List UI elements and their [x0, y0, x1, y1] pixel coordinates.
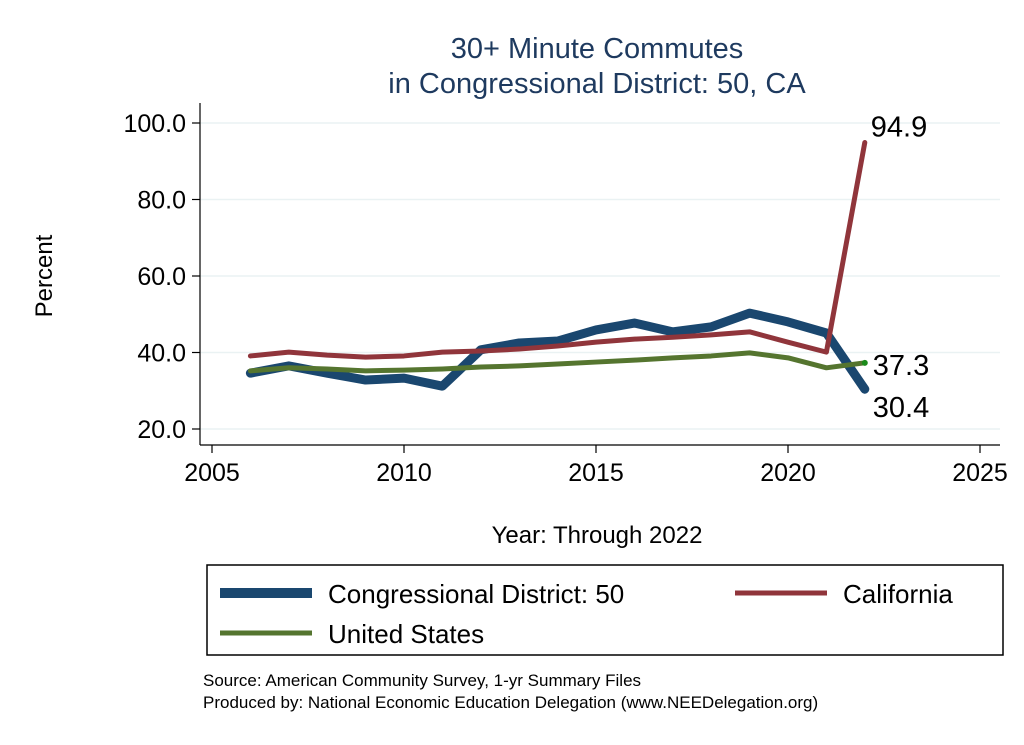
- series-lines: [245, 140, 870, 394]
- y-axis-label: Percent: [31, 234, 58, 317]
- end-label-1: 94.9: [871, 112, 927, 144]
- series-end-marker: [861, 359, 868, 366]
- series-line-2: [247, 350, 868, 374]
- y-tick-label: 60.0: [137, 263, 186, 291]
- x-tick-label: 2010: [376, 459, 432, 487]
- source-note: Source: American Community Survey, 1-yr …: [203, 671, 641, 690]
- end-labels: 30.4 94.9 37.3: [871, 112, 929, 425]
- series-line-1: [247, 140, 868, 360]
- end-label-2: 37.3: [873, 350, 929, 382]
- y-tick-label: 80.0: [137, 187, 186, 215]
- produced-note: Produced by: National Economic Education…: [203, 693, 818, 712]
- chart-title: 30+ Minute Commutes: [451, 33, 744, 65]
- legend-label: United States: [328, 619, 484, 649]
- end-label-0: 30.4: [873, 392, 929, 424]
- legend: Congressional District: 50 California Unit…: [206, 564, 1004, 656]
- chart-subtitle: in Congressional District: 50, CA: [388, 68, 806, 100]
- legend-label: Congressional District: 50: [328, 579, 624, 609]
- y-tick-label: 40.0: [137, 340, 186, 368]
- y-tick-label: 20.0: [137, 416, 186, 444]
- x-tick-label: 2015: [568, 459, 624, 487]
- x-tick-label: 2005: [184, 459, 240, 487]
- x-tick-label: 2020: [760, 459, 816, 487]
- legend-box: [206, 564, 1004, 656]
- y-tick-label: 100.0: [123, 110, 186, 138]
- legend-label: California: [843, 579, 953, 609]
- axes: 20.0 40.0 60.0 80.0 100.0 2005 2010 2015 2020 202…: [123, 103, 1008, 487]
- x-axis-label: Year: Through 2022: [492, 522, 703, 549]
- series-line-0: [245, 308, 870, 394]
- x-tick-label: 2025: [952, 459, 1008, 487]
